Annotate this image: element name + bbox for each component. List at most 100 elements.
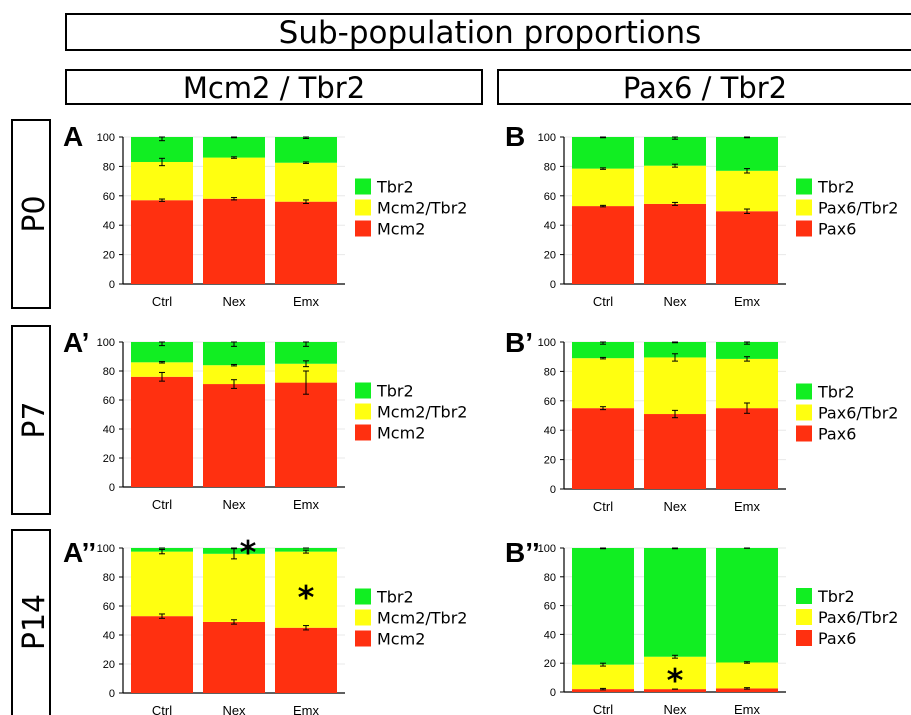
- error-bar: [672, 654, 678, 659]
- legend-entry: Tbr2: [376, 382, 414, 401]
- legend-swatch: [355, 199, 371, 216]
- bar-segment-tbr2: [275, 342, 337, 364]
- error-bar: [303, 136, 309, 139]
- y-tick-label: 100: [538, 337, 556, 349]
- y-tick-label: 20: [544, 658, 556, 670]
- error-bar: [303, 341, 309, 347]
- x-tick-label: Emx: [734, 499, 761, 514]
- bar-segment-tbr2: [572, 137, 634, 169]
- bar-segment-pax6: [716, 688, 778, 692]
- y-tick-label: 0: [109, 482, 115, 494]
- bar-segment-tbr2: [203, 137, 265, 158]
- legend-swatch: [355, 630, 371, 647]
- legend-swatch: [355, 382, 371, 399]
- legend-entry: Pax6: [818, 629, 856, 648]
- row-label-box-p14: [11, 529, 51, 715]
- y-tick-label: 40: [103, 220, 115, 232]
- y-tick-label: 80: [544, 366, 556, 378]
- legend-entry: Tbr2: [817, 178, 855, 197]
- y-tick-label: 80: [103, 572, 115, 584]
- bar-segment-tbr2: [203, 342, 265, 366]
- bar-segment-mcm2: [131, 200, 193, 284]
- legend-entry: Mcm2: [377, 424, 425, 443]
- chart-panel-2: B 0 20 40 60 80 100 Ctrl Nex Emx Tbr2 Pax6/Tbr2 Pax6: [505, 121, 898, 309]
- error-bar: [672, 353, 678, 362]
- column-header-box-pax6: [497, 69, 911, 105]
- y-tick-label: 40: [103, 424, 115, 436]
- legend-entry: Tbr2: [376, 588, 414, 607]
- x-tick-label: Ctrl: [593, 499, 613, 514]
- column-header-box-mcm2: [65, 69, 483, 105]
- y-tick-label: 0: [550, 484, 556, 496]
- bar-segment-pax6: [572, 408, 634, 489]
- error-bar: [600, 662, 606, 667]
- y-tick-label: 60: [544, 191, 556, 203]
- x-tick-label: Emx: [734, 702, 761, 715]
- legend-swatch: [796, 220, 812, 237]
- panel-label: A: [63, 121, 83, 152]
- bar-segment-pax6: [644, 689, 706, 692]
- chart-panel-4: B’ 0 20 40 60 80 100 Ctrl Nex Emx Tbr2 Pax6/Tbr2 Pax…: [505, 327, 898, 514]
- error-bar: [231, 136, 237, 139]
- bar-segment-tbr2: [572, 342, 634, 359]
- error-bar: [303, 161, 309, 164]
- y-tick-label: 60: [103, 395, 115, 407]
- legend-swatch: [355, 424, 371, 441]
- x-tick-label: Nex: [222, 294, 246, 309]
- error-bar: [159, 198, 165, 202]
- error-bar: [600, 356, 606, 360]
- bar-segment-pax6: [572, 689, 634, 692]
- bar-segment-mcm2: [275, 627, 337, 693]
- row-label-p7: P7: [17, 401, 52, 438]
- bar-segment-mcm2: [203, 384, 265, 487]
- bar-segment-tbr2: [716, 548, 778, 663]
- bar-segment-tbr2: [644, 137, 706, 166]
- legend-swatch: [355, 403, 371, 420]
- y-tick-label: 80: [544, 572, 556, 584]
- x-tick-label: Nex: [222, 497, 246, 512]
- error-bar: [600, 167, 606, 170]
- bar-segment-pax6: [572, 206, 634, 284]
- y-tick-label: 20: [103, 453, 115, 465]
- bar-segment-mcm2-tbr2: [131, 362, 193, 377]
- legend-entry: Pax6: [818, 425, 856, 444]
- row-label-box-p0: [11, 119, 51, 309]
- bar-segment-pax6-tbr2: [716, 662, 778, 689]
- bar-segment-pax6: [716, 211, 778, 284]
- y-tick-label: 60: [103, 191, 115, 203]
- x-tick-label: Nex: [222, 703, 246, 715]
- y-tick-label: 60: [544, 601, 556, 613]
- bar-segment-tbr2: [572, 548, 634, 665]
- error-bar: [231, 341, 237, 347]
- bar-segment-mcm2-tbr2: [275, 162, 337, 202]
- legend-swatch: [355, 220, 371, 237]
- error-bar: [303, 199, 309, 204]
- legend-swatch: [796, 404, 812, 421]
- y-tick-label: 20: [544, 250, 556, 262]
- error-bar: [744, 168, 750, 174]
- bar-segment-tbr2: [716, 137, 778, 171]
- bar-segment-mcm2-tbr2: [275, 551, 337, 628]
- legend-swatch: [796, 199, 812, 216]
- legend-swatch: [355, 178, 371, 195]
- significance-star: *: [298, 578, 315, 616]
- x-tick-label: Ctrl: [593, 702, 613, 715]
- bar-segment-tbr2: [131, 342, 193, 363]
- bar-segment-pax6-tbr2: [644, 656, 706, 690]
- error-bar: [600, 687, 606, 691]
- bar-segment-pax6-tbr2: [644, 165, 706, 204]
- error-bar: [303, 370, 309, 395]
- chart-panel-1: A 0 20 40 60 80 100 Ctrl Nex Emx Tbr2 Mcm2/Tbr2 Mcm2: [63, 121, 467, 309]
- error-bar: [159, 361, 165, 364]
- panel-label: B’’: [505, 537, 540, 568]
- column-header-pax6: Pax6 / Tbr2: [623, 71, 787, 105]
- significance-star: *: [667, 662, 684, 700]
- bar-segment-tbr2: [644, 548, 706, 657]
- legend-swatch: [355, 609, 371, 626]
- y-tick-label: 100: [538, 132, 556, 144]
- error-bar: [600, 204, 606, 208]
- legend-entry: Tbr2: [817, 587, 855, 606]
- y-tick-label: 100: [97, 337, 115, 349]
- legend-entry: Tbr2: [817, 383, 855, 402]
